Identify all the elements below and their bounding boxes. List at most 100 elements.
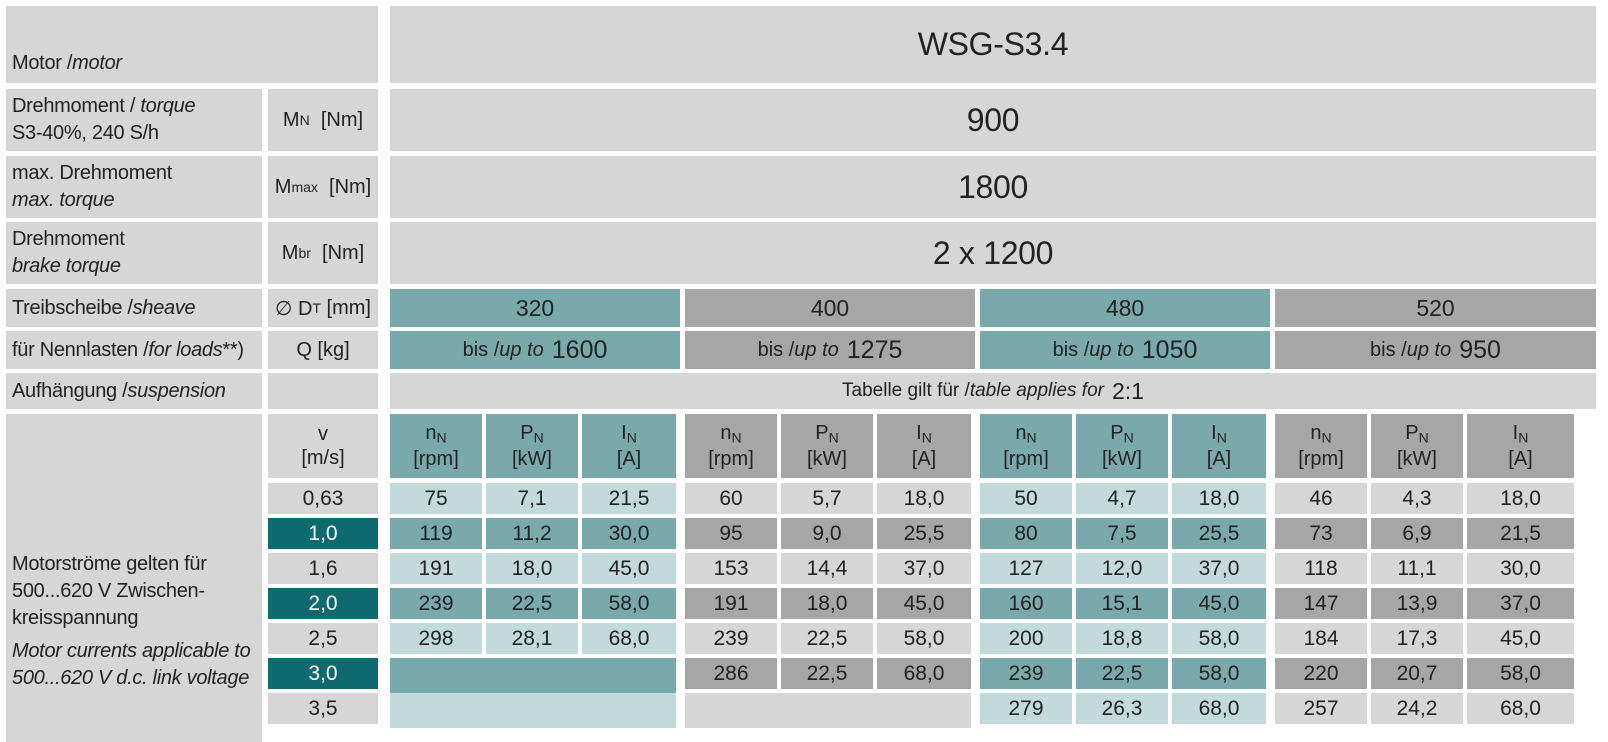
table-cell-n: 191: [685, 588, 777, 619]
suspension-value-cell: Tabelle gilt für / table applies for 2:1: [390, 373, 1596, 409]
sheave-value-320: 320: [390, 289, 680, 327]
load-cell-320: bis / up to 1600: [390, 331, 680, 369]
load-value: 1275: [846, 335, 903, 364]
col-header-symbol-text: I: [1512, 422, 1519, 445]
table-cell-n: 286: [685, 658, 777, 689]
col-header-unit: [A]: [616, 447, 642, 470]
load-prefix-en: up to: [794, 338, 839, 361]
table-cell-i: 58,0: [582, 588, 676, 619]
loads-note: **): [222, 338, 244, 361]
col-header-i: IN [A]: [877, 414, 971, 478]
table-cell-n: 73: [1275, 518, 1367, 549]
col-header-sub: N: [828, 429, 839, 446]
table-cell-p: 7,5: [1076, 518, 1168, 549]
table-cell-p: 6,9: [1371, 518, 1463, 549]
col-header-unit: [rpm]: [1003, 447, 1049, 470]
speed-value: 2,5: [268, 623, 378, 654]
sheave-value-400: 400: [685, 289, 975, 327]
motor-label-de: Motor /: [12, 52, 73, 74]
table-cell-p: 22,5: [486, 588, 578, 619]
table-cell-n: 75: [390, 483, 482, 514]
col-header-unit: [kW]: [1397, 447, 1437, 470]
max-torque-unit-text: [Nm]: [329, 175, 372, 198]
load-prefix-de: bis /: [1370, 338, 1407, 361]
table-cell-p: 18,0: [781, 588, 873, 619]
table-cell-i: 25,5: [877, 518, 971, 549]
col-header-sub: N: [626, 429, 637, 446]
table-cell-i: 45,0: [1172, 588, 1266, 619]
speed-value: 1,6: [268, 553, 378, 584]
table-cell-p: 9,0: [781, 518, 873, 549]
torque-symbol: M: [282, 108, 300, 131]
torque-value: 900: [390, 89, 1596, 151]
table-cell-n: 147: [1275, 588, 1367, 619]
col-header-sub: N: [921, 429, 932, 446]
col-header-unit: [rpm]: [1298, 447, 1344, 470]
table-cell-p: 11,1: [1371, 553, 1463, 584]
table-cell-n: 239: [685, 623, 777, 654]
col-header-symbol: nN: [1310, 421, 1331, 446]
col-header-unit: [A]: [1508, 447, 1533, 470]
col-header-unit: [rpm]: [708, 447, 754, 470]
max-torque-label: max. Drehmoment max. torque: [6, 156, 262, 218]
suspension-text-en: table applies for: [969, 380, 1104, 401]
table-cell-n: 239: [980, 658, 1072, 689]
load-value: 1600: [551, 335, 608, 364]
brake-torque-sub: br: [298, 245, 311, 261]
table-cell-n: 80: [980, 518, 1072, 549]
col-header-i: IN [A]: [1172, 414, 1266, 478]
col-header-symbol-text: n: [425, 422, 437, 445]
table-cell-i: 68,0: [877, 658, 971, 689]
col-header-n: nN [rpm]: [685, 414, 777, 478]
col-header-sub: N: [1026, 429, 1037, 446]
loads-label-de: für Nennlasten /: [12, 338, 149, 361]
col-header-symbol-text: I: [1211, 422, 1217, 445]
table-cell-i: 58,0: [1172, 658, 1266, 689]
suspension-label: Aufhängung / suspension: [6, 373, 262, 409]
motor-label: Motor / motor: [6, 6, 378, 83]
col-header-symbol: PN: [815, 421, 838, 446]
col-header-sub: N: [436, 429, 447, 446]
table-cell-i: 18,0: [877, 483, 971, 514]
col-header-p: PN [kW]: [1076, 414, 1168, 478]
col-header-p: PN [kW]: [781, 414, 873, 478]
table-cell-i: 18,0: [1172, 483, 1266, 514]
brake-torque-label-de: Drehmoment: [12, 228, 125, 250]
load-value: 1050: [1141, 335, 1198, 364]
suspension-label-de: Aufhängung /: [12, 379, 128, 402]
table-cell-p: 14,4: [781, 553, 873, 584]
speed-symbol: v: [318, 423, 328, 445]
sheave-label: Treibscheibe / sheave: [6, 289, 262, 327]
table-cell-i: 30,0: [1467, 553, 1574, 584]
brake-torque-symbol: M: [281, 241, 299, 264]
col-header-symbol-text: n: [1310, 422, 1322, 445]
note-de: Motorströme gelten für 500...620 V Zwisc…: [12, 553, 207, 629]
col-header-symbol-text: I: [621, 422, 627, 445]
column-separator: [378, 6, 390, 742]
col-header-symbol: IN: [916, 421, 932, 446]
table-cell-n: 220: [1275, 658, 1367, 689]
col-header-n: nN [rpm]: [390, 414, 482, 478]
table-cell-n: 95: [685, 518, 777, 549]
col-header-symbol-text: P: [520, 422, 534, 445]
col-header-unit: [kW]: [512, 447, 552, 470]
loads-label-en: for loads: [148, 338, 223, 361]
load-prefix-de: bis /: [1052, 338, 1090, 361]
table-cell-i: 68,0: [1467, 693, 1574, 724]
col-header-unit: [rpm]: [413, 447, 459, 470]
table-cell-n: 191: [390, 553, 482, 584]
table-cell-n: 184: [1275, 623, 1367, 654]
table-cell-n: 200: [980, 623, 1072, 654]
col-header-symbol: PN: [1405, 421, 1428, 446]
sheave-value-520: 520: [1275, 289, 1596, 327]
sheave-unit-text: [mm]: [326, 296, 371, 319]
table-cell-p: 5,7: [781, 483, 873, 514]
col-header-sub: N: [533, 429, 544, 446]
table-cell-p: 12,0: [1076, 553, 1168, 584]
col-header-p: PN [kW]: [486, 414, 578, 478]
col-header-symbol-text: P: [1405, 422, 1419, 445]
table-cell-i: 68,0: [1172, 693, 1266, 724]
table-cell-p: 20,7: [1371, 658, 1463, 689]
empty-cell: [390, 658, 676, 693]
